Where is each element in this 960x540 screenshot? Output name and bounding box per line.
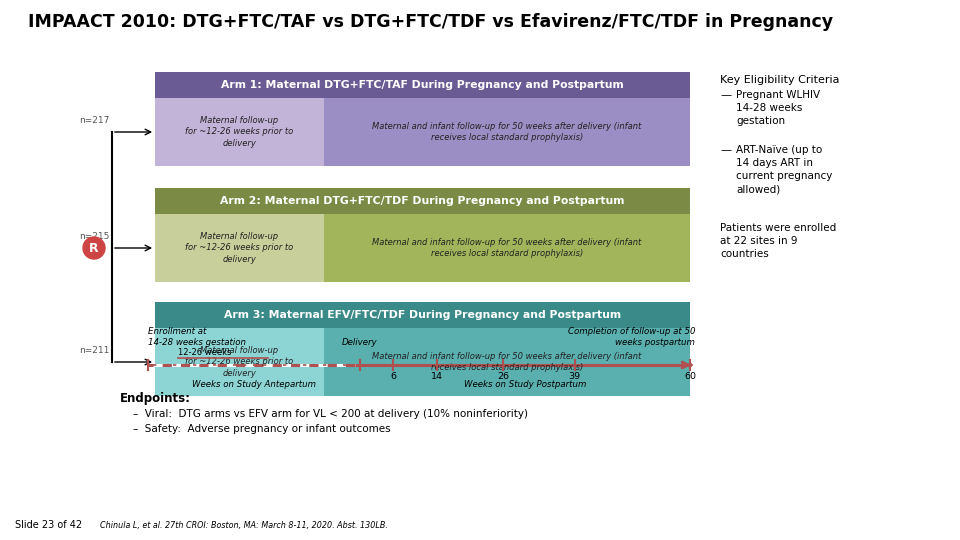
Text: 60: 60 [684, 372, 696, 381]
Text: 26: 26 [497, 372, 509, 381]
Bar [324, 328, 690, 396]
Bar [155, 328, 324, 396]
Text: Arm 1: Maternal DTG+FTC/TAF During Pregnancy and Postpartum: Arm 1: Maternal DTG+FTC/TAF During Pregn… [221, 80, 624, 90]
Text: —: — [720, 145, 732, 155]
Text: Maternal follow-up
for ~12-26 weeks prior to
delivery: Maternal follow-up for ~12-26 weeks prio… [185, 232, 294, 264]
Bar [155, 188, 690, 214]
Bar [155, 72, 690, 98]
Text: 14: 14 [431, 372, 443, 381]
Text: 6: 6 [390, 372, 396, 381]
Circle shape [83, 237, 105, 259]
Text: 39: 39 [568, 372, 581, 381]
Bar [324, 98, 690, 166]
Text: –  Viral:  DTG arms vs EFV arm for VL < 200 at delivery (10% noninferiority): – Viral: DTG arms vs EFV arm for VL < 20… [133, 409, 528, 419]
Bar [155, 214, 324, 282]
Text: n=211: n=211 [79, 346, 109, 355]
Text: Weeks on Study Antepartum: Weeks on Study Antepartum [192, 380, 316, 389]
Text: Completion of follow-up at 50
weeks postpartum: Completion of follow-up at 50 weeks post… [567, 327, 695, 347]
Text: Enrollment at
14-28 weeks gestation: Enrollment at 14-28 weeks gestation [148, 327, 246, 347]
Text: Maternal and infant follow-up for 50 weeks after delivery (infant
receives local: Maternal and infant follow-up for 50 wee… [372, 122, 641, 142]
Text: Maternal follow-up
for ~12-26 weeks prior to
delivery: Maternal follow-up for ~12-26 weeks prio… [185, 346, 294, 378]
Text: Patients were enrolled
at 22 sites in 9
countries: Patients were enrolled at 22 sites in 9 … [720, 223, 836, 259]
Bar [324, 214, 690, 282]
Bar [155, 98, 324, 166]
Text: Maternal and infant follow-up for 50 weeks after delivery (infant
receives local: Maternal and infant follow-up for 50 wee… [372, 238, 641, 258]
Text: n=217: n=217 [79, 116, 109, 125]
Text: Arm 2: Maternal DTG+FTC/TDF During Pregnancy and Postpartum: Arm 2: Maternal DTG+FTC/TDF During Pregn… [220, 196, 625, 206]
Text: Slide 23 of 42: Slide 23 of 42 [15, 520, 83, 530]
Text: n=215: n=215 [79, 232, 109, 241]
Text: Arm 3: Maternal EFV/FTC/TDF During Pregnancy and Postpartum: Arm 3: Maternal EFV/FTC/TDF During Pregn… [224, 310, 621, 320]
Text: 12-26 weeks: 12-26 weeks [178, 348, 231, 357]
Text: Weeks on Study Postpartum: Weeks on Study Postpartum [464, 380, 587, 389]
Text: IMPAACT 2010: DTG+FTC/TAF vs DTG+FTC/TDF vs Efavirenz/FTC/TDF in Pregnancy: IMPAACT 2010: DTG+FTC/TAF vs DTG+FTC/TDF… [28, 13, 833, 31]
Text: ART-Naïve (up to
14 days ART in
current pregnancy
allowed): ART-Naïve (up to 14 days ART in current … [736, 145, 832, 194]
Text: Endpoints:: Endpoints: [120, 392, 191, 405]
Text: Maternal and infant follow-up for 50 weeks after delivery (infant
receives local: Maternal and infant follow-up for 50 wee… [372, 352, 641, 372]
Text: Pregnant WLHIV
14-28 weeks
gestation: Pregnant WLHIV 14-28 weeks gestation [736, 90, 820, 126]
Text: Chinula L, et al. 27th CROI: Boston, MA: March 8-11, 2020. Abst. 130LB.: Chinula L, et al. 27th CROI: Boston, MA:… [100, 521, 388, 530]
Text: –  Safety:  Adverse pregnancy or infant outcomes: – Safety: Adverse pregnancy or infant ou… [133, 424, 391, 434]
Text: R: R [89, 241, 99, 254]
Text: Maternal follow-up
for ~12-26 weeks prior to
delivery: Maternal follow-up for ~12-26 weeks prio… [185, 116, 294, 148]
Text: —: — [720, 90, 732, 100]
Text: Delivery: Delivery [342, 338, 378, 347]
Bar [155, 302, 690, 328]
Text: Key Eligibility Criteria: Key Eligibility Criteria [720, 75, 839, 85]
